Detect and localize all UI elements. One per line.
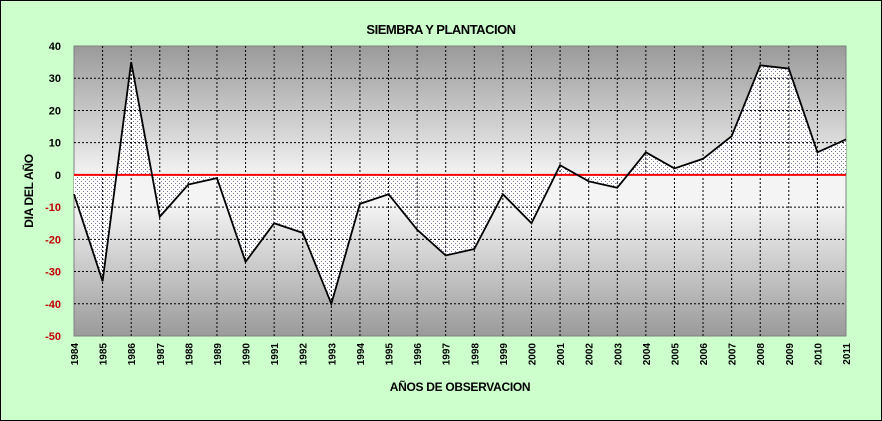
x-tick-label: 2009 — [785, 343, 796, 366]
x-tick-label: 1988 — [184, 343, 195, 366]
x-tick-label: 2006 — [699, 343, 710, 366]
x-tick-label: 2003 — [613, 343, 624, 366]
y-tick-label: -10 — [45, 202, 61, 214]
x-tick-label: 1994 — [356, 343, 367, 366]
y-tick-label: 30 — [49, 73, 61, 85]
x-axis-label: AÑOS DE OBSERVACION — [390, 379, 531, 394]
y-tick-label: -40 — [45, 299, 61, 311]
x-tick-label: 2002 — [585, 343, 596, 366]
x-tick-label: 2010 — [813, 343, 824, 366]
y-tick-label: 20 — [49, 105, 61, 117]
x-tick-label: 1995 — [385, 343, 396, 366]
y-tick-label: 40 — [49, 41, 61, 53]
y-tick-label: -50 — [45, 331, 61, 343]
x-tick-label: 1987 — [156, 343, 167, 366]
x-tick-label: 2001 — [556, 343, 567, 366]
x-tick-label: 2005 — [670, 343, 681, 366]
x-tick-label: 1984 — [70, 343, 81, 366]
x-tick-label: 1990 — [242, 343, 253, 366]
x-tick-label: 2008 — [756, 343, 767, 366]
x-tick-label: 1996 — [413, 343, 424, 366]
x-tick-label: 1986 — [127, 343, 138, 366]
x-tick-label: 1989 — [213, 343, 224, 366]
y-tick-label: 10 — [49, 138, 61, 150]
x-tick-label: 1993 — [327, 343, 338, 366]
x-tick-label: 1985 — [99, 343, 110, 366]
x-tick-label: 1997 — [442, 343, 453, 366]
x-tick-label: 2007 — [728, 343, 739, 366]
x-tick-label: 2011 — [842, 343, 853, 365]
x-tick-label: 1992 — [299, 343, 310, 366]
series-line — [73, 61, 847, 307]
chart-title: SIEMBRA Y PLANTACION — [366, 22, 515, 37]
x-tick-label: 2000 — [527, 343, 538, 366]
y-axis-label: DIA DEL AÑO — [21, 154, 36, 228]
y-tick-label: 0 — [55, 170, 61, 182]
x-tick-label: 1998 — [470, 343, 481, 366]
series-fill-area — [74, 62, 846, 304]
x-tick-label: 1991 — [270, 343, 281, 366]
y-tick-label: -30 — [45, 267, 61, 279]
x-tick-label: 1999 — [499, 343, 510, 366]
x-tick-label: 2004 — [642, 343, 653, 366]
y-tick-label: -20 — [45, 234, 61, 246]
